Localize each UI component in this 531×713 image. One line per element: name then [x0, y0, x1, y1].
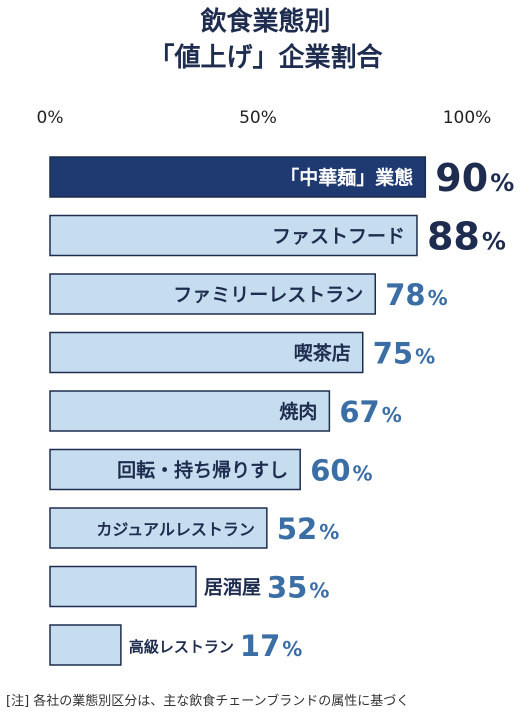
bar — [49, 624, 122, 666]
bar — [49, 448, 301, 491]
category-label: 焼肉 — [279, 400, 317, 423]
bar — [49, 507, 268, 549]
value-label: 88% — [427, 215, 506, 259]
footnote: [注] 各社の業態別区分は、主な飲食チェーンブランドの属性に基づく — [6, 694, 410, 709]
chart-title-line-2: 「値上げ」企業割合 — [148, 43, 383, 73]
bar — [49, 273, 377, 315]
bar — [49, 331, 364, 374]
x-tick-label: 0% — [36, 108, 64, 128]
value-label: 90% — [435, 156, 514, 200]
value-label: 60% — [310, 454, 372, 488]
value-label: 67% — [339, 395, 401, 429]
value-label: 17% — [240, 629, 302, 663]
category-label: ファストフード — [272, 226, 405, 248]
bar — [49, 156, 427, 198]
category-label: カジュアルレストラン — [96, 520, 254, 539]
category-label: 「中華麺」業態 — [280, 166, 413, 189]
category-label: 居酒屋 — [204, 577, 261, 599]
value-label: 35% — [267, 571, 329, 605]
bar — [49, 565, 197, 608]
x-tick-label: 50% — [239, 108, 277, 128]
bar — [49, 390, 331, 432]
category-label: 高級レストラン — [129, 638, 234, 656]
value-label: 78% — [385, 278, 447, 312]
category-label: ファミリーレストラン — [173, 284, 363, 306]
value-label: 52% — [277, 512, 339, 546]
value-label: 75% — [373, 337, 435, 371]
category-label: 回転・持ち帰りすし — [117, 459, 288, 482]
x-tick-label: 100% — [442, 108, 492, 128]
chart-title-line-1: 飲食業態別 — [200, 7, 331, 37]
bar — [49, 214, 418, 257]
category-label: 喫茶店 — [294, 342, 351, 365]
